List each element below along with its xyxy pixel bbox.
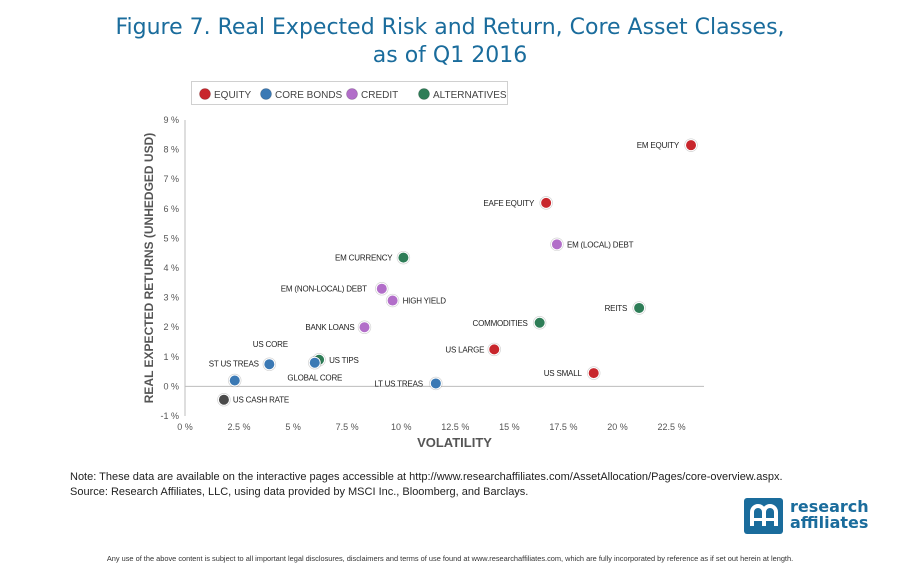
y-tick-label: 9 % [163,115,179,125]
source-line: Source: Research Affiliates, LLC, using … [70,486,529,498]
data-label: COMMODITIES [473,319,528,328]
x-tick-label: 22.5 % [658,422,686,432]
data-point-outline [487,342,501,357]
x-tick-label: 17.5 % [549,422,577,432]
legend-swatch [418,88,430,100]
x-tick-label: 12.5 % [441,422,469,432]
research-affiliates-logo: research affiliates [744,498,884,538]
data-label: US CASH RATE [233,396,289,405]
x-tick-label: 10 % [391,422,412,432]
data-label: ST US TREAS [209,359,259,368]
data-point-outline [385,293,400,308]
y-tick-label: 8 % [163,145,179,155]
data-label: US TIPS [329,356,359,365]
x-tick-label: 5 % [285,422,301,432]
data-label: EAFE EQUITY [483,199,535,208]
chart-legend: EQUITY CORE BONDS CREDIT ALTERNATIVES [191,81,508,105]
data-point [685,139,698,152]
data-label: GLOBAL CORE [287,374,342,383]
y-tick-label: -1 % [160,411,179,421]
x-tick-label: 2.5 % [228,422,251,432]
scatter-chart: -1 %0 %1 %2 %3 %4 %5 %6 %7 %8 %9 %0 % 2.5… [142,115,704,450]
data-point [587,367,600,380]
legend-label: CREDIT [361,90,398,101]
data-point [217,393,230,406]
data-point [228,374,241,387]
legend-svg: EQUITY CORE BONDS CREDIT ALTERNATIVES [199,88,507,101]
y-tick-label: 7 % [163,174,179,184]
data-point-outline [262,357,277,371]
y-tick-label: 5 % [163,233,179,243]
data-point [386,294,399,307]
data-label: HIGH YIELD [403,297,447,306]
x-axis-label: VOLATILITY [417,435,492,450]
data-point [308,356,321,369]
title-line-2: as of Q1 2016 [372,43,528,68]
data-point [397,251,410,264]
legend-label: EQUITY [214,90,252,101]
data-point [533,316,546,329]
data-label: EM EQUITY [637,141,680,150]
y-tick-label: 2 % [163,322,179,332]
data-label: US CORE [253,340,288,349]
data-label: REITS [605,304,628,313]
data-label: EM (LOCAL) DEBT [567,240,634,249]
data-point-outline [632,301,646,315]
data-point-outline [550,237,564,252]
y-tick-label: 1 % [163,352,179,362]
logo-mark-icon [744,498,783,534]
y-axis-label: REAL EXPECTED RETURNS (UNHEDGED USD) [142,133,156,403]
data-point-outline [375,282,389,296]
data-point [375,282,388,295]
legend-swatch [260,88,272,100]
data-point-outline [532,316,547,330]
data-label: LT US TREAS [374,379,422,388]
y-tick-label: 4 % [163,263,179,273]
data-point [358,321,371,334]
legend-swatch [346,88,358,100]
data-point-outline [539,196,553,210]
legend-swatch [199,88,211,100]
title-line-1: Figure 7. Real Expected Risk and Return,… [115,15,785,40]
data-point-outline [429,376,443,391]
data-point-outline [396,250,411,265]
data-label: BANK LOANS [305,323,354,332]
note-line: Note: These data are available on the in… [70,471,783,483]
logo-word-affiliates: affiliates [790,513,869,532]
x-tick-label: 20 % [607,422,628,432]
data-label: EM CURRENCY [335,254,393,263]
legend-label: CORE BONDS [275,90,343,101]
data-point [540,196,553,209]
chart-notes: Note: These data are available on the in… [70,470,783,500]
data-point [488,343,501,356]
x-tick-label: 7.5 % [336,422,359,432]
x-tick-label: 0 % [177,422,193,432]
data-label: US SMALL [544,369,583,378]
logo-wordmark: research affiliates [790,499,869,531]
legend-label: ALTERNATIVES [433,90,507,101]
logo-word-research: research [790,497,869,516]
y-tick-label: 6 % [163,204,179,214]
data-point-outline [308,356,322,370]
data-point [429,377,442,390]
y-tick-label: 0 % [163,381,179,391]
data-label: US LARGE [445,345,484,354]
data-point [263,358,276,371]
x-tick-label: 15 % [499,422,520,432]
data-point-outline [217,393,231,407]
data-point-outline [357,320,372,334]
data-label: EM (NON-LOCAL) DEBT [281,285,367,294]
data-point-outline [228,373,242,388]
y-tick-label: 3 % [163,293,179,303]
legal-disclaimer: Any use of the above content is subject … [106,554,794,563]
page-title: Figure 7. Real Expected Risk and Return,… [0,14,900,70]
data-point [550,238,563,251]
data-point-outline [587,366,601,380]
data-point-outline [684,138,698,152]
data-point [633,301,646,314]
